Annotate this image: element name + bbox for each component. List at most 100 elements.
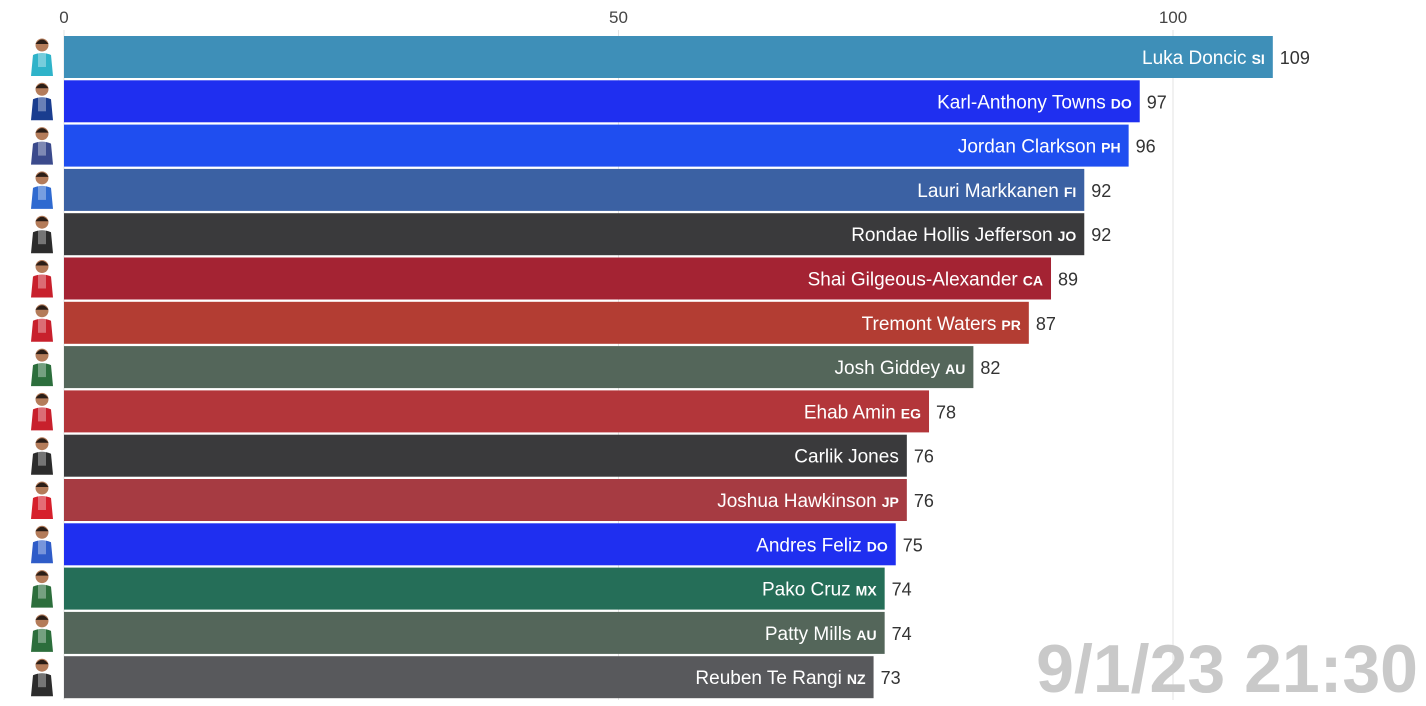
value-label: 73 xyxy=(881,668,901,688)
country-code: EG xyxy=(901,405,921,421)
bar-label: Tremont Waters PR xyxy=(862,314,1021,335)
player-avatar-icon xyxy=(31,215,53,254)
value-label: 92 xyxy=(1091,225,1111,245)
bar xyxy=(64,80,1140,123)
bar xyxy=(64,567,885,610)
country-code: AU xyxy=(856,627,876,643)
bar-row: Shai Gilgeous-Alexander CA 89 xyxy=(31,257,1078,300)
country-code: SI xyxy=(1252,51,1265,67)
bar xyxy=(64,479,907,521)
country-code: NZ xyxy=(847,671,866,687)
x-tick-label-100: 100 xyxy=(1159,8,1187,27)
bar-row: Patty Mills AU 74 xyxy=(31,611,912,654)
bar xyxy=(64,124,1129,167)
bar xyxy=(64,390,930,433)
bar xyxy=(64,36,1273,78)
player-avatar-icon xyxy=(31,127,53,165)
value-label: 75 xyxy=(903,535,923,555)
bar-row: Carlik Jones 76 xyxy=(31,434,934,477)
bar-row: Luka Doncic SI 109 xyxy=(31,36,1310,78)
bar-label: Shai Gilgeous-Alexander CA xyxy=(808,270,1043,291)
bar-label: Rondae Hollis Jefferson JO xyxy=(851,225,1076,246)
bar xyxy=(64,213,1085,256)
value-label: 74 xyxy=(892,624,912,644)
player-name: Reuben Te Rangi xyxy=(695,668,841,689)
value-label: 97 xyxy=(1147,92,1167,112)
player-name: Lauri Markkanen xyxy=(917,181,1059,202)
player-name: Patty Mills xyxy=(765,624,852,645)
bar-row: Tremont Waters PR 87 xyxy=(31,301,1056,344)
country-code: AU xyxy=(945,361,965,377)
player-avatar-icon xyxy=(31,260,53,298)
country-code: DO xyxy=(867,538,888,554)
player-name: Luka Doncic xyxy=(1142,48,1247,69)
bar xyxy=(64,346,974,389)
player-avatar-icon xyxy=(31,481,53,519)
value-label: 74 xyxy=(892,580,912,600)
player-name: Tremont Waters xyxy=(862,314,997,335)
bar-label: Karl-Anthony Towns DO xyxy=(937,92,1132,113)
country-code: PH xyxy=(1101,140,1120,156)
player-avatar-icon xyxy=(31,38,53,76)
country-code: DO xyxy=(1111,95,1132,111)
player-name: Josh Giddey xyxy=(835,358,941,379)
bar-row: Pako Cruz MX 74 xyxy=(31,567,912,610)
country-code: JO xyxy=(1058,228,1077,244)
value-label: 87 xyxy=(1036,314,1056,334)
bar-label: Josh Giddey AU xyxy=(835,358,966,379)
player-avatar-icon xyxy=(31,82,53,121)
player-avatar-icon xyxy=(31,392,53,431)
bar xyxy=(64,656,874,699)
country-code: MX xyxy=(856,583,878,599)
bar xyxy=(64,301,1029,344)
player-name: Rondae Hollis Jefferson xyxy=(851,225,1052,246)
bar-label: Andres Feliz DO xyxy=(756,535,888,556)
country-code: CA xyxy=(1023,273,1043,289)
bar-label: Luka Doncic SI xyxy=(1142,48,1265,69)
bar-label: Pako Cruz MX xyxy=(762,580,877,601)
bar-row: Reuben Te Rangi NZ 73 xyxy=(31,656,901,699)
player-avatar-icon xyxy=(31,437,53,475)
value-label: 76 xyxy=(914,447,934,467)
value-label: 76 xyxy=(914,491,934,511)
bar xyxy=(64,611,885,654)
bar-label: Patty Mills AU xyxy=(765,624,877,645)
player-avatar-icon xyxy=(31,304,53,342)
bar-row: Ehab Amin EG 78 xyxy=(31,390,956,433)
value-label: 89 xyxy=(1058,270,1078,290)
value-label: 82 xyxy=(980,358,1000,378)
player-avatar-icon xyxy=(31,525,53,564)
bar-row: Karl-Anthony Towns DO 97 xyxy=(31,80,1167,123)
player-name: Joshua Hawkinson xyxy=(717,491,876,512)
bar-label: Jordan Clarkson PH xyxy=(958,137,1121,158)
player-avatar-icon xyxy=(31,171,53,209)
bar-row: Josh Giddey AU 82 xyxy=(31,346,1000,389)
player-avatar-icon xyxy=(31,658,53,697)
bar-row: Andres Feliz DO 75 xyxy=(31,523,923,566)
value-label: 92 xyxy=(1091,181,1111,201)
bar-row: Lauri Markkanen FI 92 xyxy=(31,168,1111,211)
player-name: Ehab Amin xyxy=(804,402,896,423)
player-name: Shai Gilgeous-Alexander xyxy=(808,270,1019,291)
value-label: 78 xyxy=(936,402,956,422)
value-label: 109 xyxy=(1280,48,1310,68)
bars: Luka Doncic SI 109 Karl-Anthony Towns DO 97 Jo… xyxy=(31,36,1310,699)
bar xyxy=(64,168,1085,211)
bar-row: Rondae Hollis Jefferson JO 92 xyxy=(31,213,1111,256)
x-tick-label-50: 50 xyxy=(609,8,628,27)
bar-label: Joshua Hawkinson JP xyxy=(717,491,899,512)
bar xyxy=(64,523,896,566)
bar xyxy=(64,434,907,477)
bar-label: Lauri Markkanen FI xyxy=(917,181,1076,202)
bar-label: Reuben Te Rangi NZ xyxy=(695,668,866,689)
player-name: Jordan Clarkson xyxy=(958,137,1096,158)
player-name: Carlik Jones xyxy=(794,447,899,468)
player-name: Andres Feliz xyxy=(756,535,862,556)
country-code: FI xyxy=(1064,184,1076,200)
country-code: PR xyxy=(1001,317,1020,333)
player-avatar-icon xyxy=(31,570,53,608)
player-avatar-icon xyxy=(31,614,53,652)
player-name: Pako Cruz xyxy=(762,580,851,601)
